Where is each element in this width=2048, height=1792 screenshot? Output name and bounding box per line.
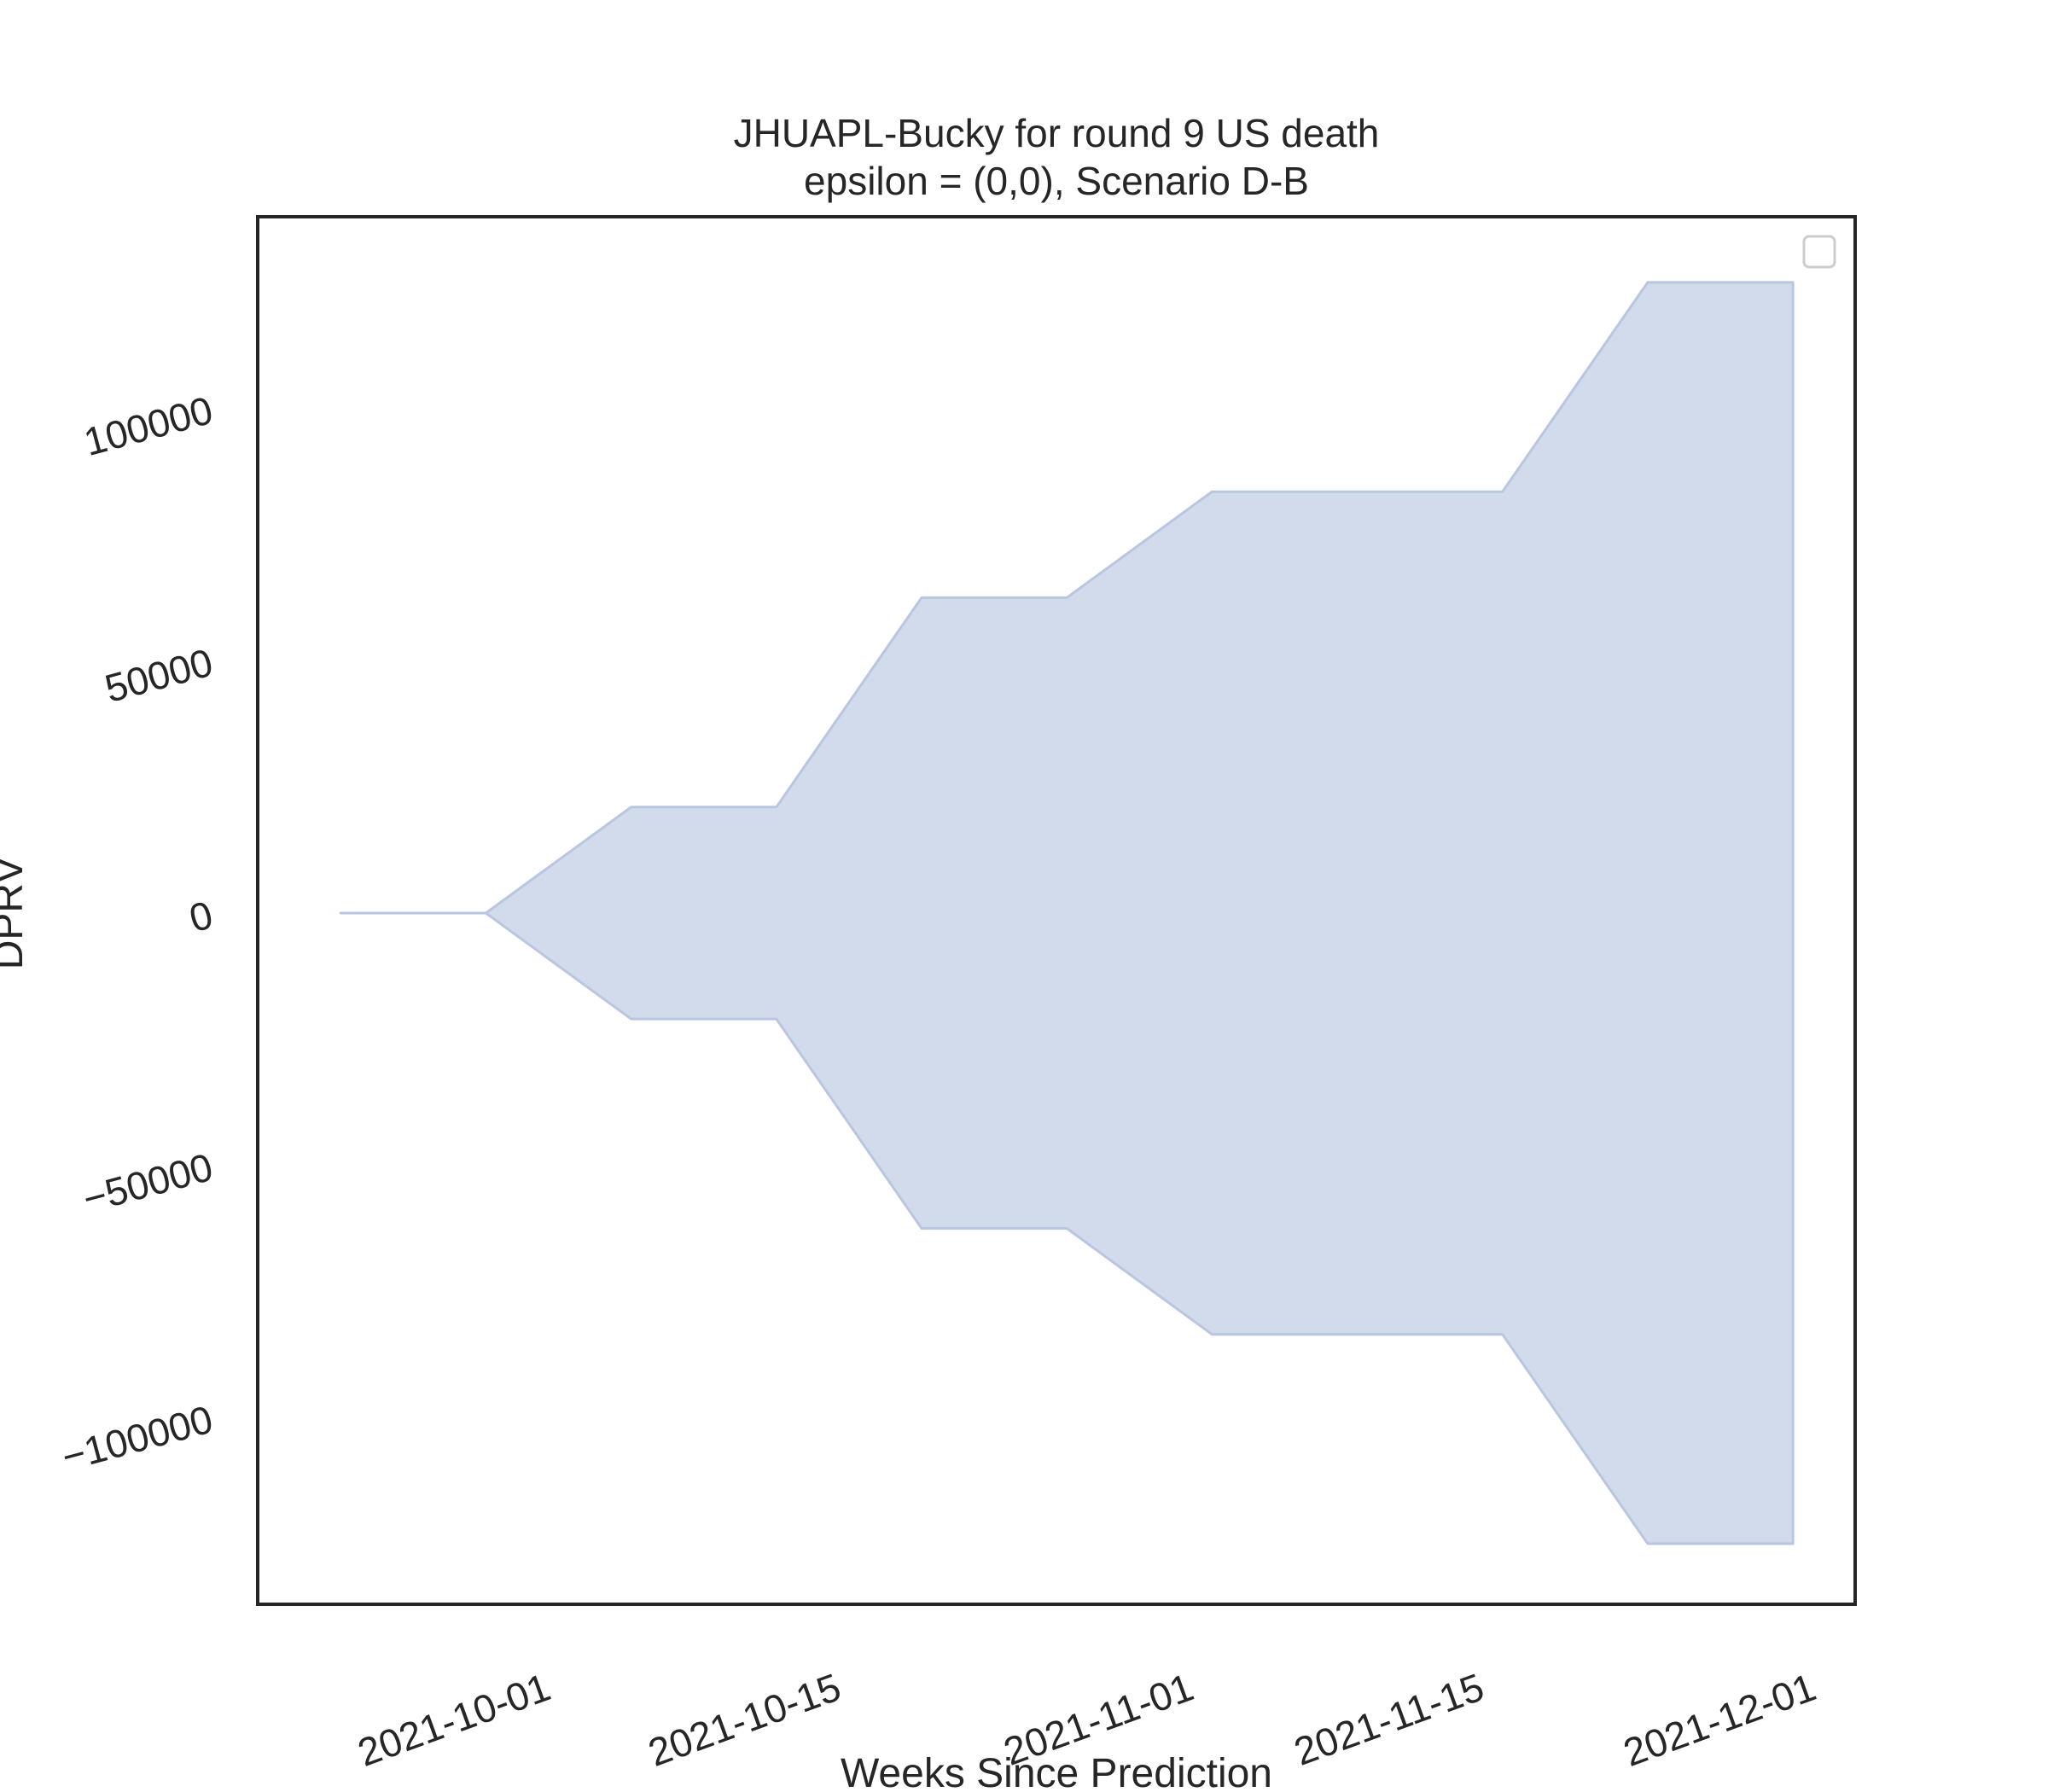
y-tick-label: 100000 — [79, 387, 218, 464]
y-tick-label: 0 — [184, 892, 217, 940]
y-tick-label: −50000 — [79, 1144, 218, 1221]
y-axis-ticks: −100000 −50000 0 50000 100000 — [57, 387, 218, 1479]
x-tick-label: 2021-10-01 — [352, 1665, 556, 1775]
uncertainty-band — [339, 281, 1795, 1545]
y-tick-label: 50000 — [101, 640, 218, 711]
x-axis-label: Weeks Since Prediction — [841, 1751, 1272, 1792]
y-axis-label: DPRV — [0, 857, 32, 970]
x-tick-label: 2021-12-01 — [1618, 1665, 1822, 1775]
x-tick-label: 2021-11-15 — [1289, 1665, 1490, 1774]
chart-title: JHUAPL-Bucky for round 9 US death — [734, 111, 1380, 155]
y-tick-label: −100000 — [57, 1397, 218, 1480]
chart-subtitle: epsilon = (0,0), Scenario D-B — [804, 159, 1309, 203]
legend-box — [1802, 235, 1836, 269]
plot-area — [339, 281, 1795, 1545]
plot-frame — [256, 215, 1857, 1606]
x-tick-label: 2021-10-15 — [643, 1665, 847, 1775]
